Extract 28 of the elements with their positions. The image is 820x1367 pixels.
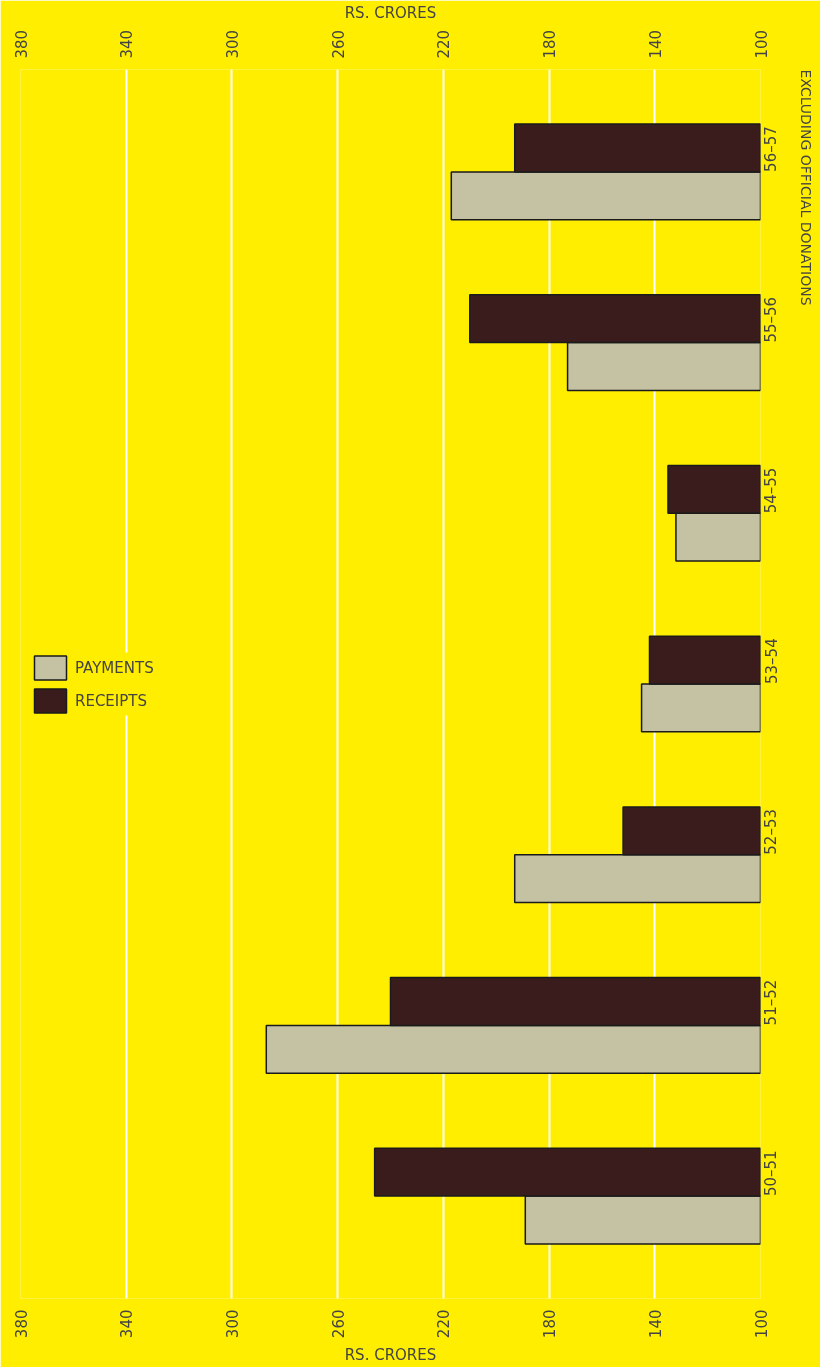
- x2-tick-label: 100: [752, 1309, 771, 1339]
- x-tick-label: 180: [541, 29, 560, 59]
- x-tick-label: 220: [435, 29, 454, 59]
- y-tick-label: 51–52: [762, 979, 781, 1026]
- legend-label: PAYMENTS: [75, 658, 154, 676]
- x-tick-label: 100: [752, 29, 771, 59]
- x2-tick-label: 300: [223, 1309, 242, 1339]
- x-tick-label: 380: [12, 29, 31, 59]
- x2-tick-label: 220: [435, 1309, 454, 1339]
- x-axis-title: RS. CRORES: [344, 1346, 437, 1365]
- x-tick-label: 140: [646, 29, 665, 59]
- x-tick-label: 300: [223, 29, 242, 59]
- x2-tick-label: 140: [646, 1309, 665, 1339]
- x-tick-label: 340: [118, 29, 137, 59]
- text: EXCLUDING OFFICIAL DONATIONS: [797, 69, 814, 306]
- y-tick-label: 55–56: [762, 296, 781, 343]
- y-tick-label: 56–57: [762, 126, 781, 172]
- x2-tick-label: 380: [12, 1309, 31, 1339]
- y-tick-label: 54–55: [762, 467, 781, 514]
- legend-label: RECEIPTS: [75, 691, 148, 709]
- x2-tick-label: 260: [329, 1309, 348, 1339]
- y-tick-label: 52–53: [762, 809, 781, 855]
- x2-tick-label: 340: [118, 1309, 137, 1339]
- y-tick-label: 50–51: [762, 1150, 781, 1197]
- x2-axis-title: RS. CRORES: [344, 3, 437, 22]
- x2-tick-label: 180: [541, 1309, 560, 1339]
- y-tick-label: 53–54: [762, 638, 781, 684]
- x-tick-label: 260: [329, 29, 348, 59]
